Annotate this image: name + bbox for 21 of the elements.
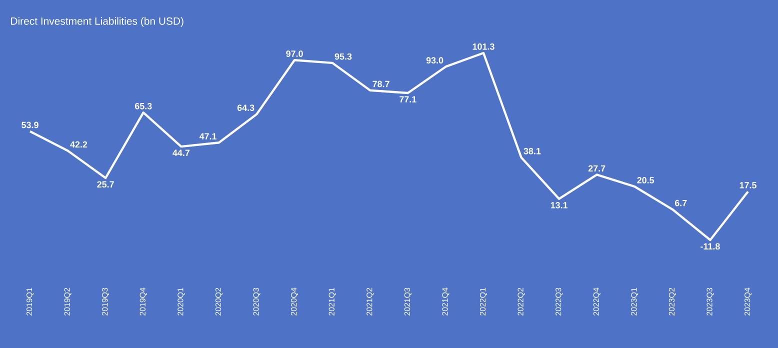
data-label: 47.1: [199, 133, 217, 140]
data-label: 78.7: [372, 80, 390, 88]
data-label: 38.1: [524, 148, 541, 154]
data-label: 64.3: [237, 104, 254, 111]
data-label: 42.2: [70, 141, 88, 148]
data-label: 27.7: [588, 165, 606, 172]
data-label: 6.7: [674, 200, 687, 206]
data-label: 20.5: [637, 177, 654, 184]
data-label: 101.3: [472, 43, 494, 50]
data-label: 53.9: [22, 122, 38, 128]
data-label: 13.1: [550, 202, 568, 208]
data-label: 95.3: [334, 53, 352, 60]
data-label: -11.8: [700, 243, 720, 250]
data-label: 44.7: [172, 150, 190, 156]
data-label: 65.3: [134, 102, 152, 110]
chart-title: Direct Investment Liabilities (bn USD): [11, 17, 184, 27]
data-label: 77.1: [400, 96, 416, 102]
data-label: 97.0: [286, 50, 303, 57]
data-label: 25.7: [97, 181, 114, 188]
data-label: 17.5: [740, 182, 756, 188]
data-label: 93.0: [426, 57, 444, 64]
